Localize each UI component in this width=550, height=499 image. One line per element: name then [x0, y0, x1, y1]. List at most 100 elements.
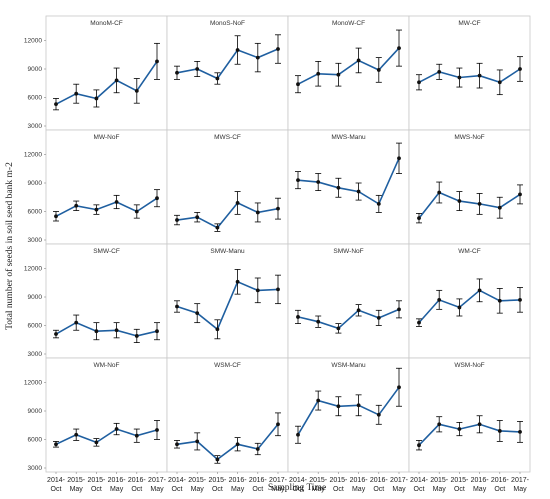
data-point	[195, 215, 200, 220]
panel: MW-NoF	[45, 129, 168, 245]
data-point	[235, 48, 240, 52]
x-tick-label: 2016-Oct	[128, 477, 147, 493]
panel-title: WSM-Manu	[331, 362, 366, 369]
y-tick-label: 9000	[28, 66, 43, 73]
series-line	[297, 308, 400, 330]
data-point	[477, 288, 482, 293]
data-point	[376, 202, 381, 206]
data-point	[417, 320, 421, 325]
data-point	[276, 47, 280, 51]
x-tick-label: 2017-May	[148, 477, 167, 493]
panel: WM-NoF	[45, 357, 168, 473]
data-point	[296, 432, 300, 437]
y-tick-label: 6000	[28, 209, 43, 216]
data-point	[397, 385, 401, 390]
panel-title: MonoM-CF	[90, 20, 123, 27]
data-point	[175, 442, 179, 447]
panel: MWS-Manu	[287, 129, 410, 245]
data-point	[497, 205, 502, 210]
panel: SMW-CF	[45, 243, 168, 359]
panel-frame	[166, 15, 289, 131]
panel: WSM-Manu	[287, 357, 410, 473]
x-tick-label: 2015-Oct	[450, 477, 469, 493]
data-point	[316, 398, 321, 403]
data-point	[356, 189, 361, 194]
data-point	[235, 201, 240, 205]
data-point	[195, 67, 200, 71]
panel-frame	[45, 15, 168, 131]
data-point	[195, 439, 200, 444]
panel-title: MW-CF	[458, 20, 480, 27]
panel-title: MonoS-NoF	[210, 20, 245, 27]
data-point	[155, 428, 159, 432]
data-point	[54, 102, 58, 107]
y-tick-label: 12000	[24, 266, 42, 273]
panel: SMW-NoF	[287, 243, 410, 359]
x-tick-label: 2016-Oct	[491, 477, 510, 493]
y-tick-label: 3000	[28, 465, 43, 472]
x-tick-label: 2017-May	[511, 477, 530, 493]
data-point	[114, 328, 119, 333]
y-tick-label: 9000	[28, 408, 43, 415]
panel-title: SMW-NoF	[333, 248, 363, 255]
panel: MWS-NoF	[408, 129, 531, 245]
data-point	[255, 288, 260, 293]
x-tick-label: 2015-May	[188, 477, 207, 493]
series-line	[418, 191, 521, 219]
data-point	[518, 192, 522, 197]
y-tick-label: 12000	[24, 152, 42, 159]
data-point	[74, 320, 79, 325]
panel-title: SMW-Manu	[210, 248, 245, 255]
series-line	[297, 47, 400, 85]
panel-frame	[166, 357, 289, 473]
data-point	[497, 298, 502, 303]
series-line	[176, 48, 279, 80]
y-tick-label: 3000	[28, 123, 43, 130]
panel-frame	[408, 15, 531, 131]
data-point	[336, 326, 341, 331]
data-point	[54, 332, 58, 336]
data-point	[54, 442, 58, 447]
x-tick-label: 2014-Oct	[168, 477, 187, 493]
panel-frame	[408, 357, 531, 473]
panel-frame	[45, 357, 168, 473]
data-point	[134, 433, 139, 438]
data-point	[316, 319, 321, 324]
data-point	[296, 315, 300, 319]
data-point	[114, 427, 119, 431]
y-tick-label: 12000	[24, 38, 42, 45]
x-tick-label: 2016-Oct	[370, 477, 389, 493]
x-tick-label: 2016-May	[471, 477, 490, 493]
data-point	[437, 422, 442, 427]
y-tick-label: 9000	[28, 180, 43, 187]
series-line	[176, 280, 279, 331]
data-point	[94, 440, 99, 445]
panel: WSM-CF	[166, 357, 289, 473]
panel-title: MonoW-CF	[332, 20, 365, 27]
data-point	[356, 58, 361, 63]
series-line	[55, 60, 158, 105]
data-point	[376, 412, 381, 417]
panel: MWS-CF	[166, 129, 289, 245]
panel-frame	[287, 15, 410, 131]
panel-title: WM-NoF	[94, 362, 120, 369]
data-point	[397, 156, 401, 161]
panel: WSM-NoF	[408, 357, 531, 473]
data-point	[336, 72, 341, 77]
data-point	[74, 432, 79, 437]
panel: MonoS-NoF	[166, 15, 289, 131]
series-line	[418, 289, 521, 324]
data-point	[276, 206, 280, 211]
series-line	[55, 321, 158, 337]
data-point	[255, 210, 260, 215]
data-point	[235, 442, 240, 447]
panel-frame	[45, 243, 168, 359]
x-tick-label: 2016-May	[350, 477, 369, 493]
data-point	[457, 305, 462, 310]
data-point	[94, 96, 99, 101]
data-point	[356, 403, 361, 408]
x-tick-label: 2017-May	[269, 477, 288, 493]
data-point	[397, 46, 401, 50]
data-point	[175, 70, 179, 75]
data-point	[94, 207, 99, 212]
